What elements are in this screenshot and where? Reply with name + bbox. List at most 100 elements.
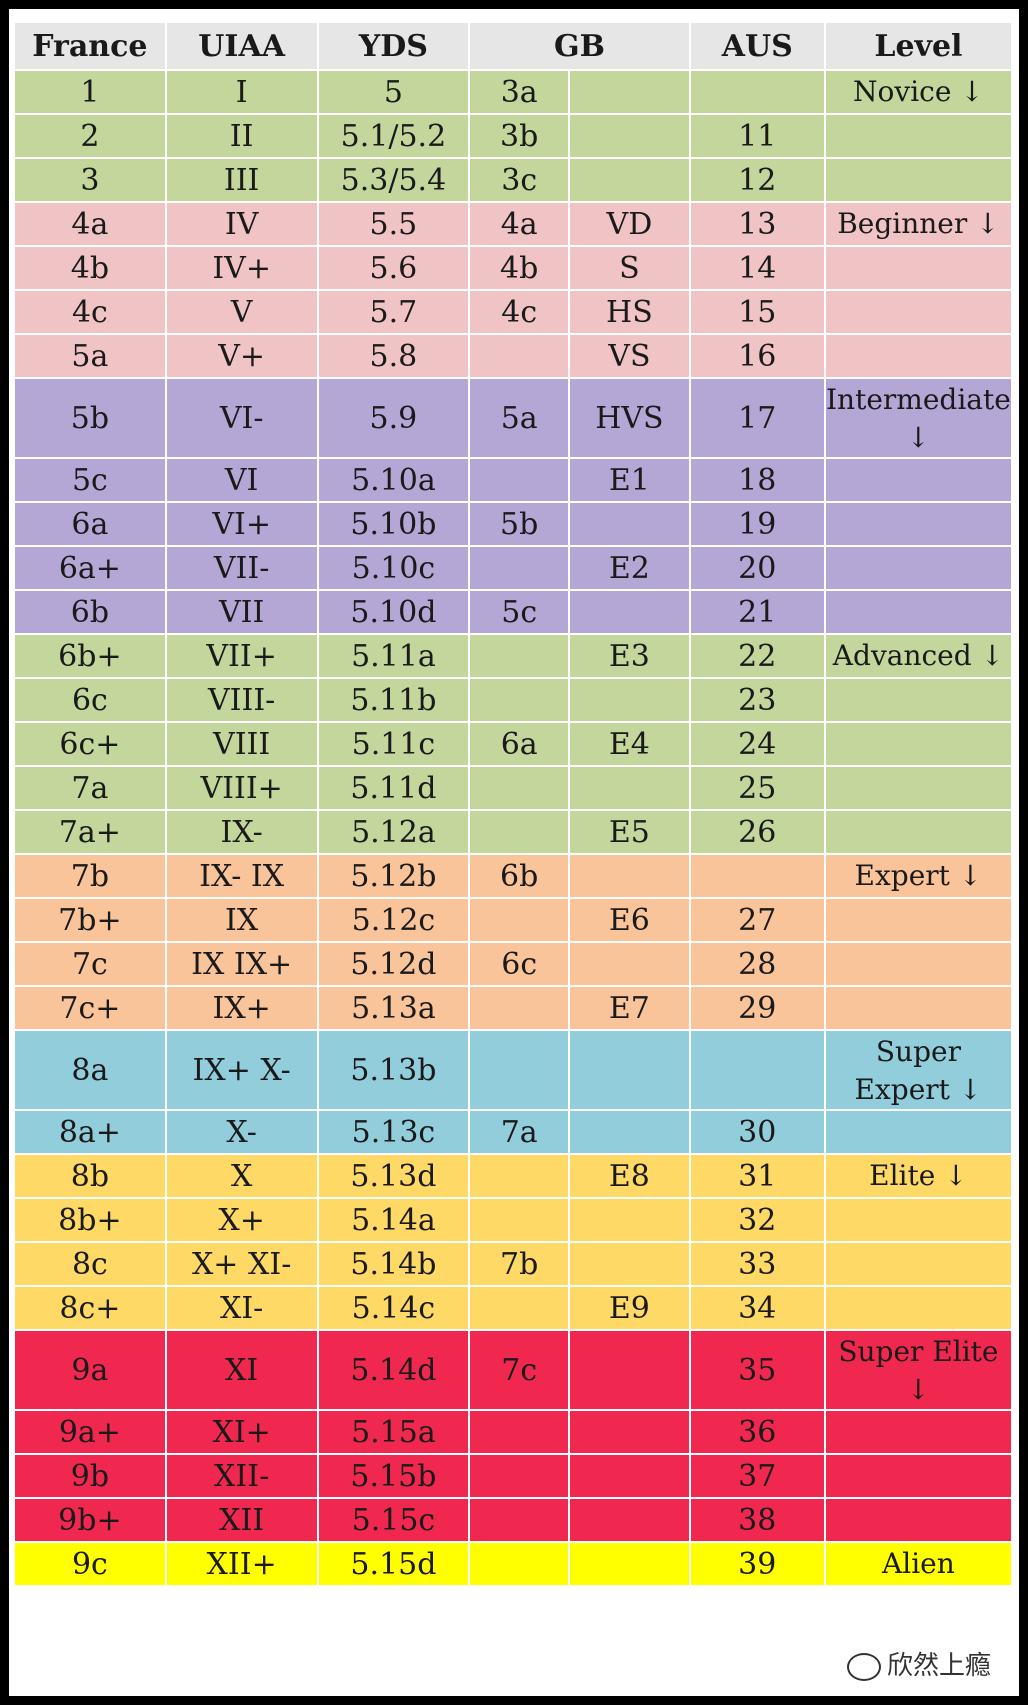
cell-yds: 5.7	[316, 289, 471, 335]
cell-gb-adj	[568, 157, 691, 203]
cell-gb-adj	[568, 677, 691, 723]
cell-france: 2	[13, 113, 167, 159]
level-empty	[823, 1497, 1014, 1543]
cell-uiaa: XI+	[164, 1409, 319, 1455]
cell-france: 6c+	[13, 721, 167, 767]
cell-uiaa: IX+ X-	[164, 1029, 319, 1111]
level-empty	[823, 157, 1014, 203]
cell-aus	[688, 853, 826, 899]
cell-aus: 29	[688, 985, 826, 1031]
cell-france: 7b	[13, 853, 167, 899]
cell-gb-num	[468, 677, 571, 723]
table-row: 5c VI 5.10a E1 18	[13, 457, 1014, 503]
level-empty	[823, 333, 1014, 379]
level-empty	[823, 501, 1014, 547]
cell-france: 8a+	[13, 1109, 167, 1155]
cell-gb-num: 7c	[468, 1329, 571, 1411]
cell-france: 7a+	[13, 809, 167, 855]
level-empty	[823, 589, 1014, 635]
cell-gb-adj	[568, 1329, 691, 1411]
table-row: 6a+ VII- 5.10c E2 20	[13, 545, 1014, 591]
cell-uiaa: X+	[164, 1197, 319, 1243]
cell-uiaa: VII	[164, 589, 319, 635]
cell-uiaa: X	[164, 1153, 319, 1199]
level-empty	[823, 1109, 1014, 1155]
cell-gb-num: 3c	[468, 157, 571, 203]
cell-uiaa: IX	[164, 897, 319, 943]
cell-uiaa: VI-	[164, 377, 319, 459]
cell-france: 9b+	[13, 1497, 167, 1543]
table-row: 7a VIII+ 5.11d 25	[13, 765, 1014, 811]
cell-gb-num	[468, 633, 571, 679]
cell-gb-num: 7a	[468, 1109, 571, 1155]
grade-table-container: France UIAA YDS GB AUS Level 1 I 5 3a Novice…	[13, 21, 1014, 1686]
cell-france: 4a	[13, 201, 167, 247]
cell-yds: 5.10b	[316, 501, 471, 547]
cell-france: 6b	[13, 589, 167, 635]
cell-yds: 5.13d	[316, 1153, 471, 1199]
level-label: Intermediate ↓	[823, 377, 1014, 459]
cell-yds: 5.8	[316, 333, 471, 379]
cell-aus: 33	[688, 1241, 826, 1287]
level-empty	[823, 1241, 1014, 1287]
table-row: 7a+ IX- 5.12a E5 26	[13, 809, 1014, 855]
level-empty	[823, 765, 1014, 811]
cell-gb-num	[468, 765, 571, 811]
level-label: Advanced ↓	[823, 633, 1014, 679]
cell-gb-adj: E3	[568, 633, 691, 679]
cell-uiaa: VIII-	[164, 677, 319, 723]
wechat-icon	[846, 1652, 881, 1681]
cell-yds: 5.15c	[316, 1497, 471, 1543]
level-empty	[823, 897, 1014, 943]
cell-gb-adj	[568, 853, 691, 899]
cell-yds: 5.9	[316, 377, 471, 459]
table-row: 1 I 5 3a Novice ↓	[13, 69, 1014, 115]
cell-france: 5c	[13, 457, 167, 503]
cell-france: 8c+	[13, 1285, 167, 1331]
level-label: Super Elite ↓	[823, 1329, 1014, 1411]
level-empty	[823, 545, 1014, 591]
cell-aus: 39	[688, 1541, 826, 1587]
cell-gb-num	[468, 1029, 571, 1111]
level-empty	[823, 985, 1014, 1031]
table-row: 4b IV+ 5.6 4b S 14	[13, 245, 1014, 291]
cell-yds: 5.15a	[316, 1409, 471, 1455]
cell-yds: 5.13b	[316, 1029, 471, 1111]
level-label: Alien	[823, 1541, 1014, 1587]
cell-france: 1	[13, 69, 167, 115]
cell-yds: 5.6	[316, 245, 471, 291]
level-label: Elite ↓	[823, 1153, 1014, 1199]
cell-yds: 5.1/5.2	[316, 113, 471, 159]
table-frame: France UIAA YDS GB AUS Level 1 I 5 3a Novice…	[9, 9, 1019, 1696]
cell-france: 8b	[13, 1153, 167, 1199]
cell-gb-num: 6c	[468, 941, 571, 987]
cell-gb-adj: E8	[568, 1153, 691, 1199]
cell-yds: 5.13c	[316, 1109, 471, 1155]
level-empty	[823, 289, 1014, 335]
level-empty	[823, 1409, 1014, 1455]
cell-france: 8a	[13, 1029, 167, 1111]
cell-yds: 5.11a	[316, 633, 471, 679]
table-row: 9b+ XII 5.15c 38	[13, 1497, 1014, 1543]
table-row: 5b VI- 5.9 5a HVS 17 Intermediate ↓	[13, 377, 1014, 459]
cell-uiaa: IX-	[164, 809, 319, 855]
cell-gb-adj	[568, 765, 691, 811]
cell-france: 9b	[13, 1453, 167, 1499]
cell-gb-adj	[568, 1197, 691, 1243]
cell-aus: 19	[688, 501, 826, 547]
cell-aus: 20	[688, 545, 826, 591]
cell-france: 4b	[13, 245, 167, 291]
cell-aus: 18	[688, 457, 826, 503]
cell-france: 4c	[13, 289, 167, 335]
cell-yds: 5.5	[316, 201, 471, 247]
cell-gb-num	[468, 333, 571, 379]
table-row: 8a IX+ X- 5.13b Super Expert ↓	[13, 1029, 1014, 1111]
cell-uiaa: XI-	[164, 1285, 319, 1331]
cell-france: 7a	[13, 765, 167, 811]
cell-gb-adj: E9	[568, 1285, 691, 1331]
cell-aus: 36	[688, 1409, 826, 1455]
cell-yds: 5.12d	[316, 941, 471, 987]
table-row: 4c V 5.7 4c HS 15	[13, 289, 1014, 335]
header-gb: GB	[468, 21, 691, 71]
cell-gb-adj: E6	[568, 897, 691, 943]
